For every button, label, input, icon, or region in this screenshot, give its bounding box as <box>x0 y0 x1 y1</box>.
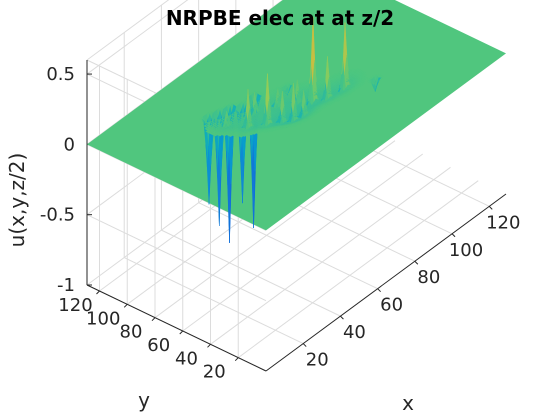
z-tick-label: 0.5 <box>46 64 75 85</box>
x-tick-mark <box>414 260 419 265</box>
axes <box>86 60 507 372</box>
y-tick-label: 60 <box>147 335 170 356</box>
back-wall-grid-z <box>86 0 189 75</box>
y-axis-label: y <box>138 388 150 412</box>
y-tick-label: 120 <box>58 295 92 316</box>
z-tick-label: -0.5 <box>40 205 75 226</box>
y-tick-mark <box>179 330 184 335</box>
floor-grid-x <box>123 257 304 345</box>
x-tick-label: 60 <box>380 295 403 316</box>
x-tick-label: 20 <box>306 350 329 371</box>
surface-cell <box>363 74 368 77</box>
surface-cell <box>364 77 369 80</box>
y-tick-mark <box>123 303 128 308</box>
x-tick-mark <box>302 343 307 347</box>
floor-grid-x <box>161 229 341 317</box>
y-tick-label: 40 <box>175 348 198 369</box>
x-axis-label: x <box>402 391 414 415</box>
surface-cell <box>379 75 384 78</box>
floor-grid-y <box>210 166 451 345</box>
y-tick-label: 20 <box>203 362 226 383</box>
y-tick-mark <box>234 357 239 362</box>
x-tick-label: 120 <box>486 212 520 233</box>
box-edge <box>86 0 170 61</box>
x-tick-label: 100 <box>449 240 483 261</box>
y-axis-line <box>86 284 267 372</box>
x-tick-mark <box>377 288 381 293</box>
x-tick-mark <box>451 233 456 238</box>
y-tick-mark <box>96 290 100 295</box>
surface <box>87 0 506 243</box>
floor-grid-y <box>154 140 396 319</box>
floor-grid-y <box>237 180 479 359</box>
y-tick-label: 100 <box>86 308 120 329</box>
x-tick-mark <box>340 315 344 320</box>
z-tick-label: 0 <box>64 134 75 155</box>
chart-title: NRPBE elec at at z/2 <box>166 6 394 30</box>
left-wall-grid-z <box>86 214 267 302</box>
x-axis-line <box>265 193 507 372</box>
x-tick-label: 40 <box>343 322 366 343</box>
z-axis-label: u(x,y,z/2) <box>5 153 29 248</box>
z-tick-label: -1 <box>57 275 75 296</box>
y-tick-label: 80 <box>120 322 143 343</box>
surface-cell <box>362 71 367 75</box>
y-tick-mark <box>151 317 156 322</box>
y-tick-mark <box>207 343 211 348</box>
x-tick-mark <box>488 205 493 210</box>
floor-grid-x <box>198 202 378 290</box>
floor-grid-y <box>182 153 424 332</box>
x-tick-label: 80 <box>417 267 440 288</box>
